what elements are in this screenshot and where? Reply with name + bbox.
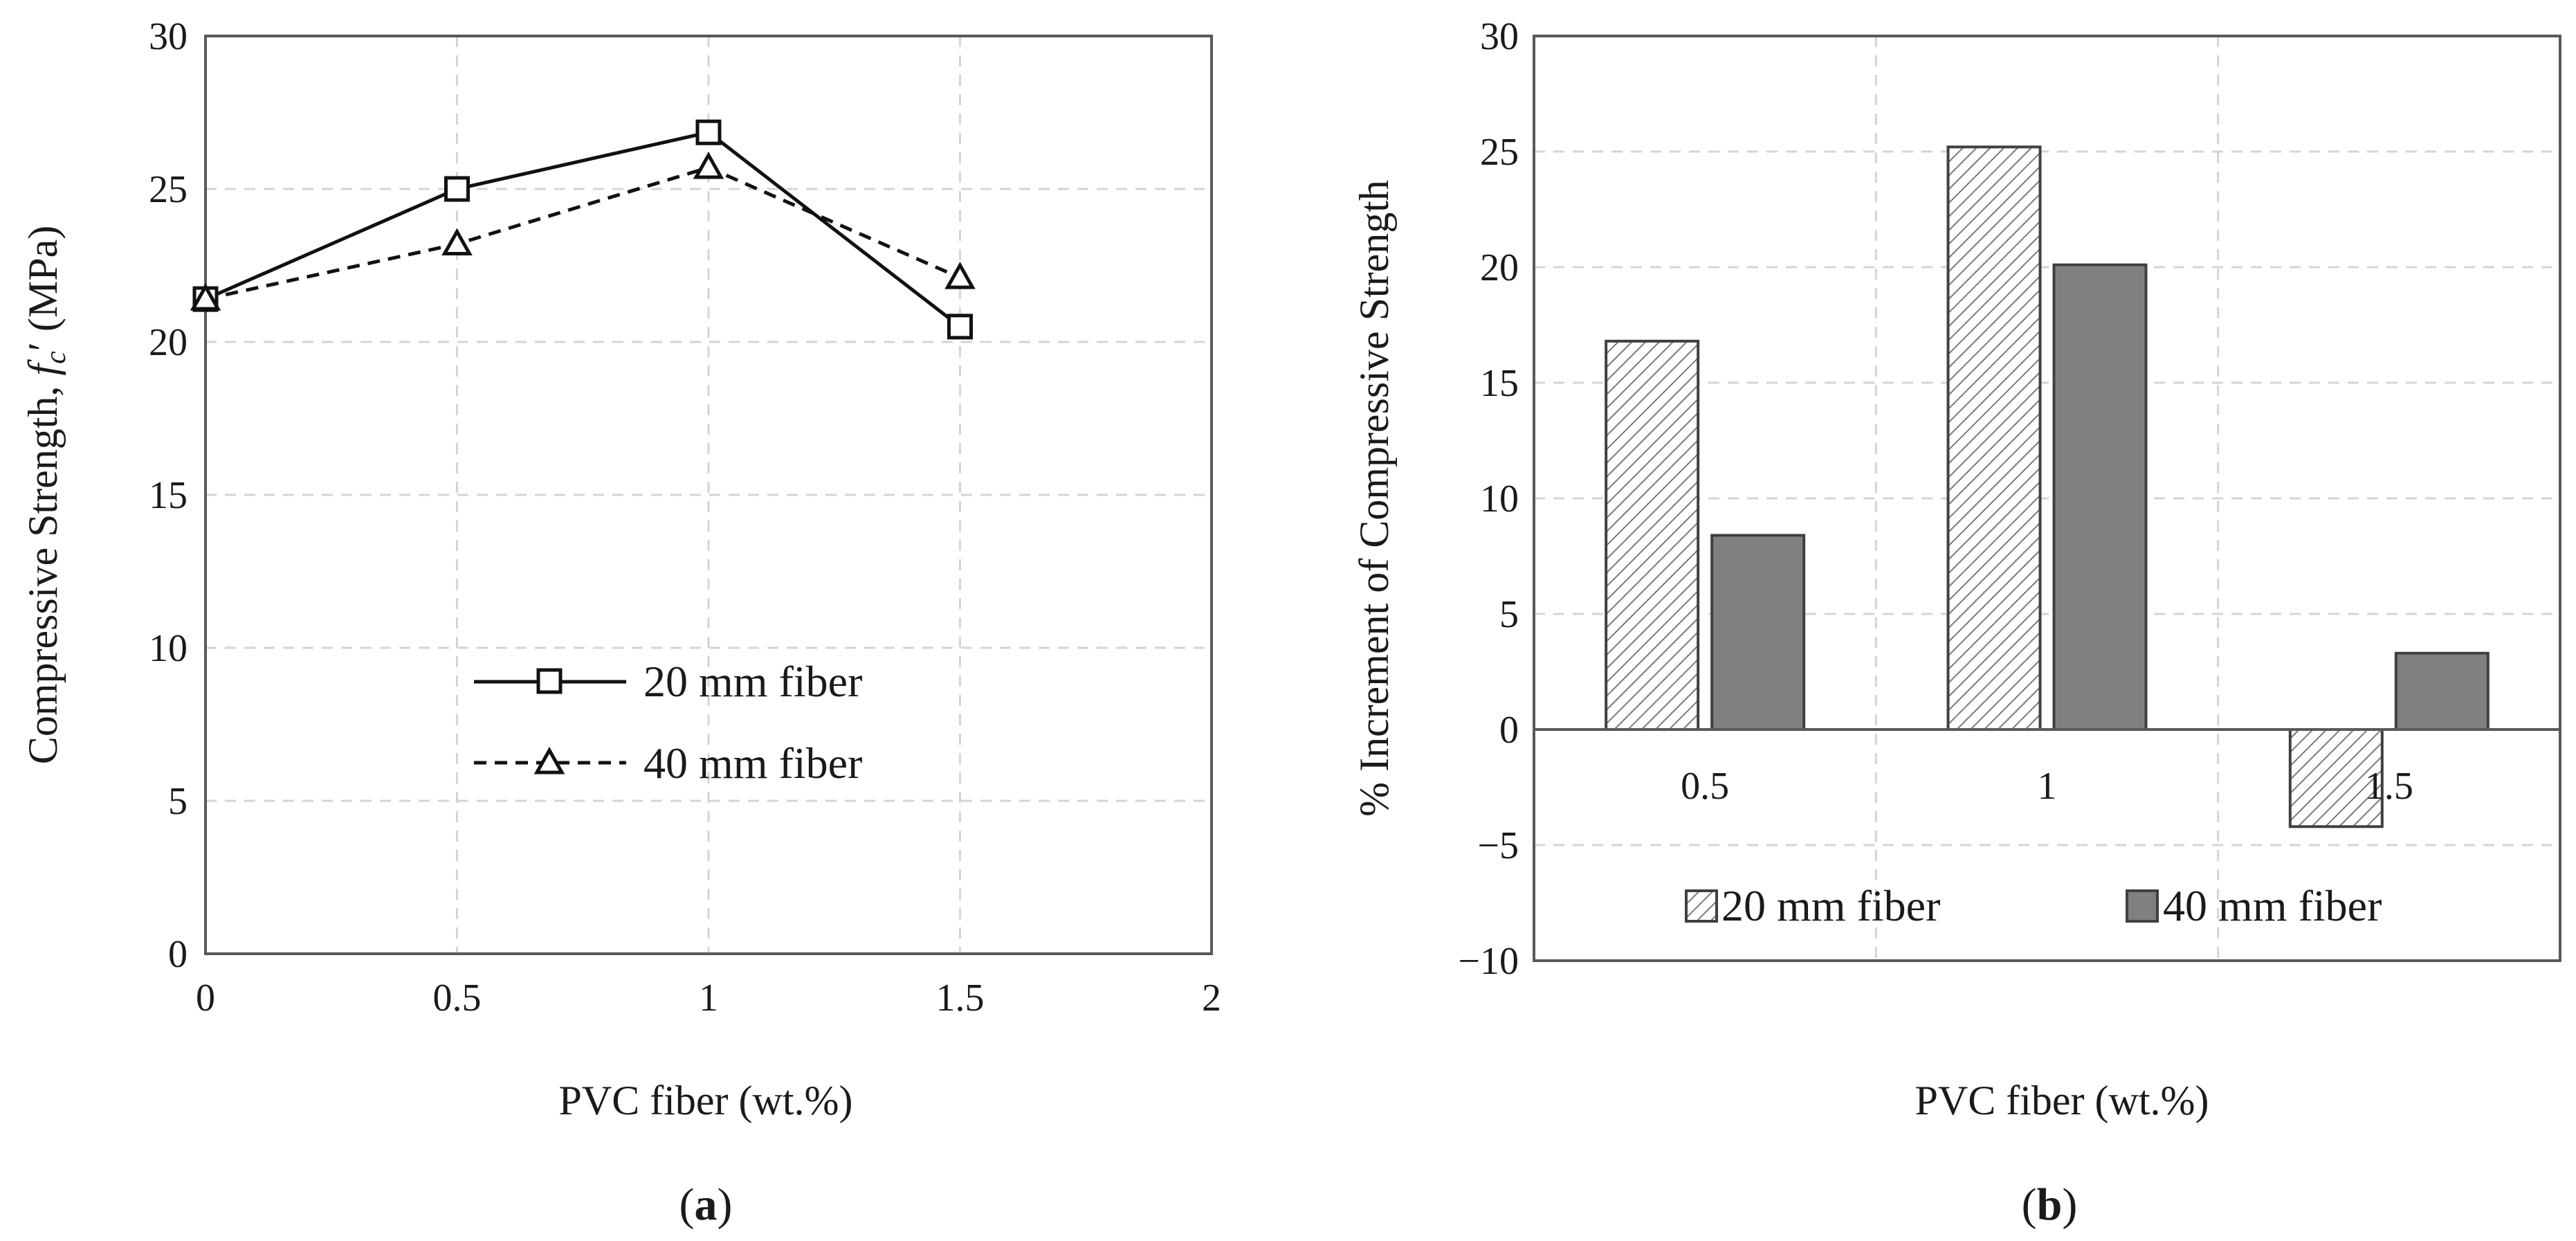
chart-b-gridlines (1534, 36, 2560, 961)
data-point-40mm (944, 262, 976, 289)
legend-gray-swatch-icon (2126, 889, 2159, 923)
chart-b-y-axis-title: % Increment of Compressive Strength (1351, 180, 1397, 817)
x-tick-label: 1.5 (936, 977, 985, 1020)
y-tick-label: −5 (1477, 824, 1519, 867)
chart-b-y-tick-labels: −10 −5 0 5 10 15 20 25 30 (1458, 15, 1519, 983)
bar-40mm-1.5 (2394, 651, 2490, 732)
x-tick-label: 1.5 (2365, 765, 2413, 808)
chart-a-legend: 20 mm fiber 40 mm fiber (474, 657, 862, 788)
y-tick-label: −10 (1458, 940, 1519, 983)
chart-a-y-tick-labels: 0 5 10 15 20 25 30 (149, 15, 188, 976)
y-tick-label: 30 (1480, 15, 1519, 58)
chart-b-legend: 20 mm fiber 40 mm fiber (1685, 881, 2382, 930)
legend-hatched-swatch-icon (1685, 889, 1718, 923)
y-tick-label: 15 (1480, 362, 1519, 405)
legend-b-label-20mm: 20 mm fiber (1721, 881, 1940, 930)
y-tick-label: 15 (149, 474, 188, 517)
x-tick-label: 0 (196, 977, 215, 1020)
bar-20mm-0.5 (1605, 339, 1700, 731)
chart-a-y-axis-title: Compressive Strength, fc′ (MPa) (20, 226, 72, 764)
chart-b-x-tick-labels: 0.5 1 1.5 (1681, 765, 2413, 808)
series-line-20mm (204, 130, 962, 328)
y-title-prefix: Compressive Strength, (20, 376, 66, 765)
y-tick-label: 30 (149, 15, 188, 58)
x-tick-label: 0.5 (433, 977, 482, 1020)
x-tick-label: 1 (699, 977, 718, 1020)
panel-b-letter: b (2037, 1179, 2063, 1230)
y-title-sub: c (40, 351, 72, 364)
chart-a-x-axis-title: PVC fiber (wt.%) (559, 1078, 853, 1123)
legend-triangle-marker-icon (533, 746, 565, 775)
y-title-suffix: ′ (MPa) (20, 226, 66, 351)
bar-40mm-1 (2052, 263, 2148, 732)
x-tick-label: 2 (1202, 977, 1221, 1020)
y-tick-label: 10 (149, 627, 188, 670)
bar-20mm-1.5 (2288, 728, 2384, 828)
panel-b-label: (b) (2022, 1179, 2078, 1230)
bar-20mm-1 (1946, 145, 2042, 731)
chart-b-bars (1605, 145, 2490, 828)
legend-square-marker-icon (536, 668, 563, 694)
y-tick-label: 20 (149, 321, 188, 364)
chart-b: −10 −5 0 5 10 15 20 25 30 0.5 1 1.5 20 mm fiber 40… (1351, 15, 2561, 1230)
legend-label-40mm: 40 mm fiber (643, 739, 862, 788)
chart-b-plot-frame (1533, 35, 2561, 962)
y-tick-label: 5 (168, 780, 188, 823)
bar-40mm-0.5 (1710, 534, 1806, 731)
legend-label-20mm: 20 mm fiber (643, 657, 862, 706)
y-tick-label: 5 (1499, 593, 1519, 636)
y-tick-label: 20 (1480, 246, 1519, 289)
y-tick-label: 10 (1480, 478, 1519, 520)
y-tick-label: 0 (168, 933, 188, 976)
x-tick-label: 1 (2038, 765, 2057, 808)
y-tick-label: 0 (1499, 709, 1519, 752)
data-point-40mm (190, 283, 221, 311)
y-tick-label: 25 (149, 168, 188, 211)
legend-b-label-40mm: 40 mm fiber (2163, 881, 2382, 930)
chart-b-x-axis-title: PVC fiber (wt.%) (1915, 1078, 2209, 1123)
panel-a-letter: a (695, 1179, 718, 1230)
x-tick-label: 0.5 (1681, 765, 1729, 808)
chart-a-x-tick-labels: 0 0.5 1 1.5 2 (196, 977, 1221, 1020)
data-point-20mm (695, 119, 722, 145)
data-point-40mm (693, 151, 724, 179)
data-point-20mm (444, 176, 470, 202)
data-point-40mm (441, 228, 473, 256)
panel-a-label: (a) (679, 1179, 733, 1230)
series-line-40mm (205, 165, 961, 301)
chart-a: 0 5 10 15 20 25 30 0 0.5 1 1.5 2 20 mm fiber 40 mm… (20, 15, 1221, 1230)
chart-a-series (190, 119, 976, 340)
chart-a-plot-frame (204, 35, 1213, 955)
chart-a-gridlines (205, 36, 1212, 954)
y-tick-label: 25 (1480, 131, 1519, 174)
data-point-20mm (947, 314, 973, 340)
